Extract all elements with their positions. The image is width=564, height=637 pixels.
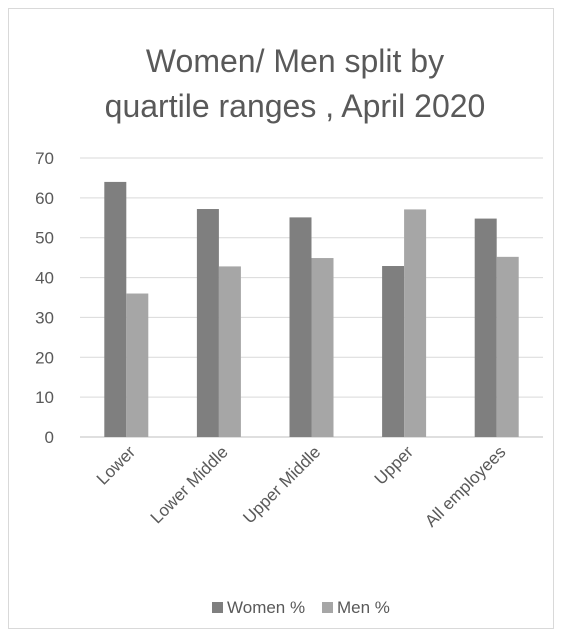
x-tick-label: Lower: [93, 442, 139, 488]
bar-women-upper-middle: [289, 217, 312, 437]
chart-title-line2: quartile ranges , April 2020: [105, 88, 486, 124]
legend-swatch: [212, 602, 223, 613]
bars: [104, 181, 519, 437]
y-tick-label: 10: [35, 388, 54, 407]
chart-title-line1: Women/ Men split by: [146, 43, 444, 79]
legend-label: Men %: [337, 598, 390, 617]
y-tick-label: 20: [35, 348, 54, 367]
legend-swatch: [322, 602, 333, 613]
bar-women-lower-middle: [196, 209, 219, 437]
bar-women-all-employees: [474, 218, 497, 437]
bar-men-upper: [404, 209, 427, 437]
bar-women-lower: [104, 181, 127, 437]
bar-women-upper: [382, 266, 405, 437]
y-tick-label: 0: [45, 428, 54, 447]
y-axis: 0 10 20 30 40 50 60 70: [35, 149, 54, 447]
y-tick-label: 40: [35, 269, 54, 288]
bar-men-upper-middle: [311, 258, 334, 437]
chart-frame: [8, 8, 554, 629]
legend-label: Women %: [227, 598, 305, 617]
x-axis: Lower Lower Middle Upper Middle Upper All em…: [93, 442, 510, 530]
bar-men-lower: [126, 293, 149, 437]
x-tick-label: Lower Middle: [147, 442, 232, 527]
y-tick-label: 30: [35, 308, 54, 327]
y-tick-label: 50: [35, 229, 54, 248]
x-tick-label: All employees: [421, 442, 509, 530]
bar-men-all-employees: [496, 256, 519, 437]
legend: Women % Men %: [212, 598, 390, 617]
y-tick-label: 70: [35, 149, 54, 168]
x-tick-label: Upper Middle: [239, 442, 324, 527]
x-tick-label: Upper: [371, 442, 417, 488]
y-tick-label: 60: [35, 189, 54, 208]
bar-men-lower-middle: [218, 266, 241, 437]
